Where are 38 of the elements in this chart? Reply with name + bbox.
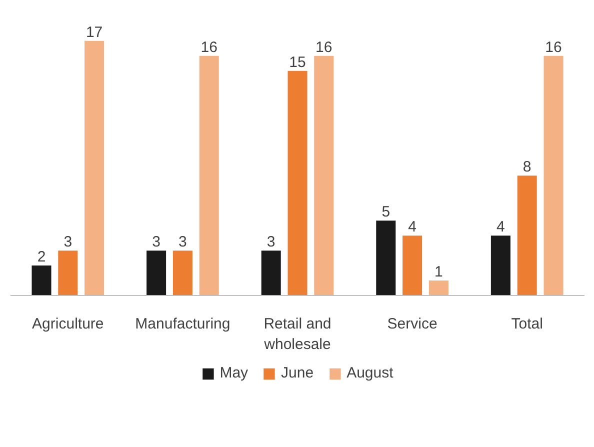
data-label: 1	[434, 264, 443, 281]
data-label: 4	[496, 218, 505, 236]
bar	[84, 40, 104, 296]
x-tick-label: Total	[511, 316, 543, 332]
data-label: 17	[86, 24, 103, 41]
data-label: 5	[382, 204, 390, 221]
bar	[172, 250, 192, 296]
bar	[32, 266, 52, 296]
bar	[288, 70, 308, 296]
legend-label: June	[281, 364, 314, 382]
x-tick-label: Retail and wholesale	[263, 316, 332, 353]
bar	[261, 250, 281, 296]
data-label: 3	[64, 234, 72, 251]
data-label: 15	[289, 54, 306, 71]
data-label: 3	[266, 234, 276, 251]
data-label: 3	[152, 234, 160, 251]
bar	[314, 56, 334, 296]
bar	[146, 250, 166, 296]
x-tick-label: Service	[387, 316, 438, 332]
bar	[58, 250, 78, 296]
legend-label: May	[220, 364, 248, 382]
x-tick-label: Agriculture	[32, 316, 104, 332]
data-label: 8	[522, 158, 532, 176]
bar	[199, 56, 219, 296]
bar	[544, 56, 564, 296]
bar	[428, 280, 448, 296]
data-label: 4	[408, 218, 416, 236]
bar	[402, 236, 422, 296]
data-label: 2	[37, 248, 46, 266]
x-tick-label: Manufacturing	[135, 316, 230, 332]
data-label: 16	[316, 38, 332, 56]
bar	[490, 236, 510, 296]
bar	[517, 176, 537, 296]
data-label: 16	[545, 38, 562, 56]
data-label: 3	[178, 234, 187, 251]
data-label: 16	[200, 38, 218, 56]
bar	[376, 220, 396, 296]
legend-label: August	[346, 364, 394, 382]
